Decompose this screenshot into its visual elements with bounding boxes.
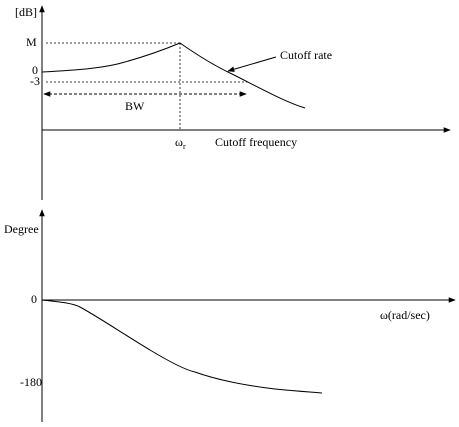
bandwidth-label: BW — [125, 99, 145, 113]
zero-label: 0 — [32, 63, 38, 77]
cutoff-frequency-label: Cutoff frequency — [215, 135, 297, 149]
resonant-frequency: ω — [175, 135, 183, 149]
magnitude-plot: [dB] M 0 -3 BW Cutoff rate ω r Cutoff fr… — [15, 5, 451, 200]
zero-label: 0 — [31, 292, 37, 306]
phase-curve — [41, 299, 323, 394]
minus3-label: -3 — [30, 74, 40, 88]
resonant-frequency-subscript: r — [183, 142, 186, 151]
y-label: [dB] — [15, 5, 37, 19]
magnitude-curve — [41, 42, 306, 109]
y-label: Degree — [4, 222, 39, 236]
peak-label: M — [26, 35, 37, 49]
cutoff-rate-label: Cutoff rate — [280, 48, 332, 62]
phase-plot: Degree 0 -180 ω(rad/sec) — [4, 209, 456, 422]
cutoff-rate-arrow — [227, 56, 277, 72]
x-label: ω(rad/sec) — [380, 308, 430, 322]
minus180-label: -180 — [20, 375, 42, 389]
